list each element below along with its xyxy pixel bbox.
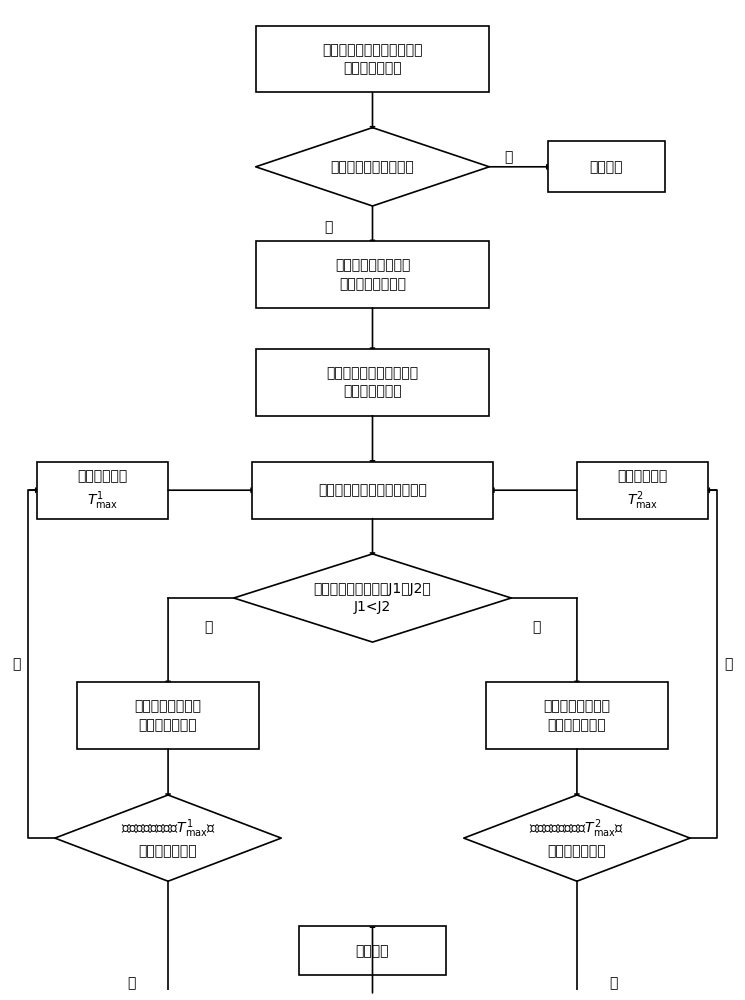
Text: 否: 否 xyxy=(127,976,136,990)
Text: 是: 是 xyxy=(725,657,733,671)
Text: 是: 是 xyxy=(533,620,541,634)
Text: 设置通行适合度函数参数初值: 设置通行适合度函数参数初值 xyxy=(318,483,427,497)
Text: 实时获取雷达传感器和磁感
线圈采集的信息: 实时获取雷达传感器和磁感 线圈采集的信息 xyxy=(323,43,422,75)
Bar xyxy=(256,349,489,416)
Bar xyxy=(256,241,489,308)
Text: 是: 是 xyxy=(12,657,20,671)
Bar xyxy=(256,26,489,92)
Text: 南北车道通行，东
西车道停止通行: 南北车道通行，东 西车道停止通行 xyxy=(543,699,610,732)
Text: 否: 否 xyxy=(204,620,212,634)
Bar xyxy=(252,462,493,519)
Bar xyxy=(299,926,446,975)
Text: 更新绿灯时长
$T_{\mathrm{max}}^{1}$: 更新绿灯时长 $T_{\mathrm{max}}^{1}$ xyxy=(77,469,127,512)
Text: 东西车道通行达到$T_{\mathrm{max}}^{1}$，
南北车道没有车: 东西车道通行达到$T_{\mathrm{max}}^{1}$， 南北车道没有车 xyxy=(121,818,215,859)
Bar xyxy=(577,462,708,519)
Bar xyxy=(77,682,259,749)
Text: 放行车道下游是否拥堵: 放行车道下游是否拥堵 xyxy=(331,160,414,174)
Polygon shape xyxy=(234,554,511,642)
Text: 计算停止线后每台车
到达停止线的时间: 计算停止线后每台车 到达停止线的时间 xyxy=(335,258,410,291)
Polygon shape xyxy=(463,795,690,881)
Text: 比较通行适合度函数J1和J2，
J1<J2: 比较通行适合度函数J1和J2， J1<J2 xyxy=(314,582,431,614)
Polygon shape xyxy=(55,795,281,881)
Polygon shape xyxy=(256,128,489,206)
Text: 东西车道通行，南
北车道停止通行: 东西车道通行，南 北车道停止通行 xyxy=(135,699,202,732)
Bar xyxy=(486,682,668,749)
Bar xyxy=(37,462,168,519)
Text: 否: 否 xyxy=(325,221,333,235)
Text: 否: 否 xyxy=(609,976,618,990)
Text: 车道禁行: 车道禁行 xyxy=(589,160,623,174)
Text: 南北车道通行达到$T_{\mathrm{max}}^{2}$，
东西车道没有车: 南北车道通行达到$T_{\mathrm{max}}^{2}$， 东西车道没有车 xyxy=(530,818,624,859)
Text: 是: 是 xyxy=(504,150,513,164)
Text: 更新绿灯时长
$T_{\mathrm{max}}^{2}$: 更新绿灯时长 $T_{\mathrm{max}}^{2}$ xyxy=(618,469,668,512)
Bar xyxy=(548,141,665,192)
Text: 转换相位: 转换相位 xyxy=(356,944,389,958)
Text: 建立通行适合度函数和等
待时间代价函数: 建立通行适合度函数和等 待时间代价函数 xyxy=(326,366,419,399)
